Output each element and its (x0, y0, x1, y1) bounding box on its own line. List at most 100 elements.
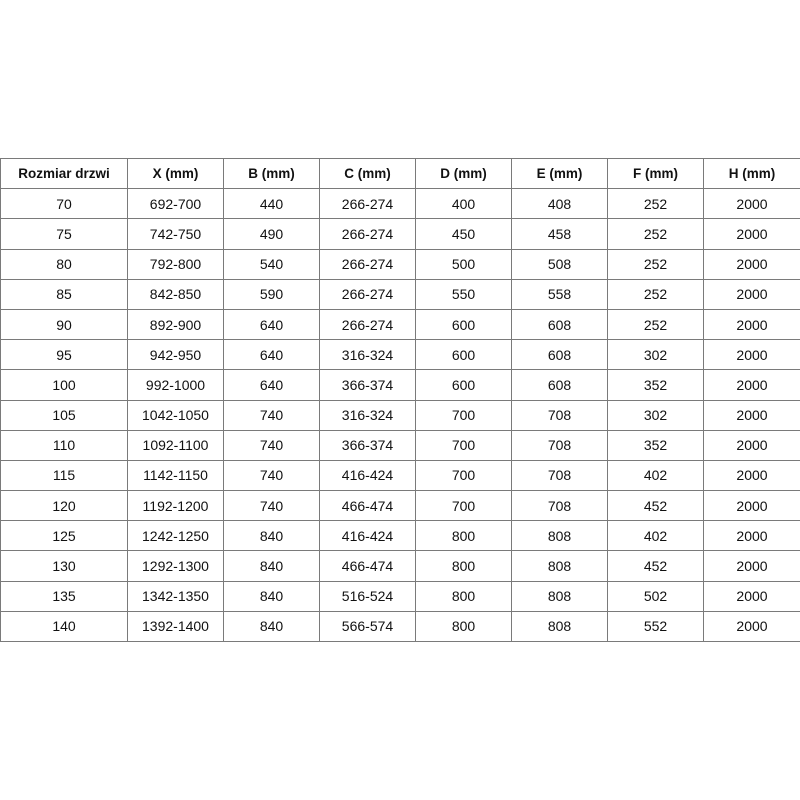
table-cell: 608 (511, 369, 608, 401)
table-row: 90 892-900 640 266-274 600 608 252 2000 (0, 308, 800, 341)
table-cell: 2000 (703, 520, 800, 552)
table-cell: 466-474 (319, 550, 416, 582)
table-cell: 590 (223, 278, 320, 310)
dimensions-table: Rozmiar drzwi X (mm) B (mm) C (mm) D (mm) E (… (0, 157, 800, 643)
table-cell: 302 (607, 339, 704, 371)
table-row: 125 1242-1250 840 416-424 800 808 402 2000 (0, 520, 800, 552)
table-cell: 2000 (703, 308, 800, 341)
table-cell: 700 (415, 459, 512, 492)
table-cell: 1342-1350 (127, 580, 224, 612)
column-header: Rozmiar drzwi (0, 157, 128, 190)
table-cell: 608 (511, 308, 608, 341)
table-cell: 440 (223, 188, 320, 220)
table-cell: 942-950 (127, 339, 224, 371)
table-cell: 558 (511, 278, 608, 310)
table-row: 105 1042-1050 740 316-324 700 708 302 2000 (0, 399, 800, 431)
table-cell: 552 (607, 610, 704, 643)
table-cell: 450 (415, 218, 512, 250)
table-cell: 2000 (703, 188, 800, 220)
table-cell: 2000 (703, 278, 800, 310)
table-cell: 892-900 (127, 308, 224, 341)
table-cell: 125 (0, 520, 128, 552)
table-cell: 550 (415, 278, 512, 310)
table-cell: 85 (0, 278, 128, 310)
table-cell: 95 (0, 339, 128, 371)
column-header: F (mm) (607, 157, 704, 190)
table-cell: 2000 (703, 248, 800, 280)
table-cell: 792-800 (127, 248, 224, 280)
table-cell: 600 (415, 369, 512, 401)
table-cell: 416-424 (319, 520, 416, 552)
table-cell: 252 (607, 188, 704, 220)
table-cell: 402 (607, 459, 704, 492)
table-cell: 502 (607, 580, 704, 612)
table-cell: 840 (223, 550, 320, 582)
table-cell: 600 (415, 308, 512, 341)
table-cell: 1092-1100 (127, 429, 224, 461)
table-row: 115 1142-1150 740 416-424 700 708 402 2000 (0, 459, 800, 492)
table-cell: 740 (223, 459, 320, 492)
table-cell: 2000 (703, 369, 800, 401)
table-cell: 266-274 (319, 248, 416, 280)
table-cell: 2000 (703, 490, 800, 522)
table-cell: 1142-1150 (127, 459, 224, 492)
table-cell: 100 (0, 369, 128, 401)
table-cell: 708 (511, 490, 608, 522)
table-cell: 490 (223, 218, 320, 250)
table-cell: 266-274 (319, 308, 416, 341)
table-cell: 366-374 (319, 369, 416, 401)
table-cell: 120 (0, 490, 128, 522)
table-cell: 316-324 (319, 399, 416, 431)
table-cell: 2000 (703, 339, 800, 371)
table-cell: 840 (223, 580, 320, 612)
table-cell: 1392-1400 (127, 610, 224, 643)
table-cell: 400 (415, 188, 512, 220)
table-row: 140 1392-1400 840 566-574 800 808 552 2000 (0, 610, 800, 643)
table-cell: 105 (0, 399, 128, 431)
table-cell: 800 (415, 550, 512, 582)
table-cell: 115 (0, 459, 128, 492)
table-cell: 252 (607, 218, 704, 250)
table-cell: 600 (415, 339, 512, 371)
table-row: 110 1092-1100 740 366-374 700 708 352 2000 (0, 429, 800, 461)
table-cell: 566-574 (319, 610, 416, 643)
table-cell: 500 (415, 248, 512, 280)
table-cell: 840 (223, 520, 320, 552)
table-cell: 740 (223, 429, 320, 461)
header-row: Rozmiar drzwi X (mm) B (mm) C (mm) D (mm) E (… (0, 157, 800, 190)
table-cell: 135 (0, 580, 128, 612)
table-cell: 2000 (703, 580, 800, 612)
table-cell: 110 (0, 429, 128, 461)
table-cell: 266-274 (319, 188, 416, 220)
table-cell: 2000 (703, 550, 800, 582)
table-cell: 800 (415, 610, 512, 643)
table-row: 95 942-950 640 316-324 600 608 302 2000 (0, 339, 800, 371)
table-cell: 708 (511, 429, 608, 461)
table-cell: 70 (0, 188, 128, 220)
table-cell: 740 (223, 399, 320, 431)
table-cell: 992-1000 (127, 369, 224, 401)
table-cell: 352 (607, 369, 704, 401)
table-cell: 540 (223, 248, 320, 280)
table-cell: 266-274 (319, 218, 416, 250)
table-cell: 452 (607, 550, 704, 582)
table-cell: 1242-1250 (127, 520, 224, 552)
table-cell: 700 (415, 429, 512, 461)
table-cell: 2000 (703, 429, 800, 461)
table-row: 70 692-700 440 266-274 400 408 252 2000 (0, 188, 800, 220)
table-cell: 2000 (703, 459, 800, 492)
table-cell: 140 (0, 610, 128, 643)
table-cell: 808 (511, 550, 608, 582)
table-cell: 75 (0, 218, 128, 250)
table-cell: 408 (511, 188, 608, 220)
table-row: 130 1292-1300 840 466-474 800 808 452 2000 (0, 550, 800, 582)
table-cell: 252 (607, 308, 704, 341)
table-cell: 366-374 (319, 429, 416, 461)
table-cell: 608 (511, 339, 608, 371)
table-cell: 840 (223, 610, 320, 643)
table-row: 75 742-750 490 266-274 450 458 252 2000 (0, 218, 800, 250)
table-cell: 740 (223, 490, 320, 522)
table-cell: 130 (0, 550, 128, 582)
table-cell: 808 (511, 520, 608, 552)
table-cell: 2000 (703, 610, 800, 643)
